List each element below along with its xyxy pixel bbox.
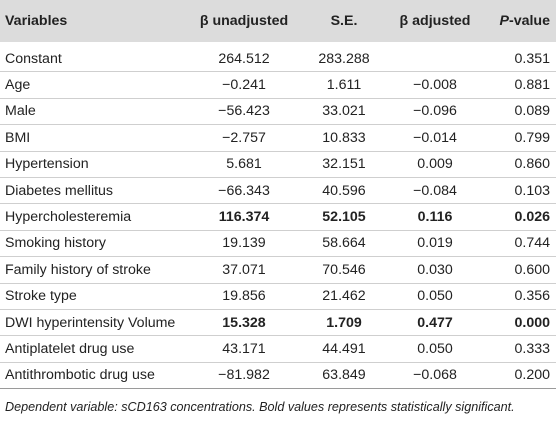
cell-beta-unadjusted: −56.423: [188, 98, 300, 126]
cell-p-value: 0.089: [482, 98, 556, 126]
header-se: S.E.: [300, 0, 388, 42]
cell-se: 44.491: [300, 335, 388, 363]
cell-p-value: 0.103: [482, 177, 556, 205]
cell-p-value: 0.356: [482, 283, 556, 310]
cell-se: 21.462: [300, 283, 388, 310]
cell-beta-unadjusted: 19.139: [188, 230, 300, 258]
table-row: Antithrombotic drug use −81.982 63.849 −0.0…: [0, 362, 556, 390]
cell-beta-adjusted: 0.050: [388, 283, 482, 310]
regression-table-figure: Variables β unadjusted S.E. β adjusted P…: [0, 0, 556, 415]
cell-p-value: 0.000: [482, 309, 556, 337]
header-beta-unadjusted: β unadjusted: [188, 0, 300, 42]
table-row: Smoking history 19.139 58.664 0.019 0.744: [0, 230, 556, 258]
header-p-suffix: -value: [508, 13, 550, 29]
cell-se: 32.151: [300, 151, 388, 178]
cell-se: 63.849: [300, 362, 388, 390]
cell-se: 10.833: [300, 124, 388, 152]
cell-p-value: 0.200: [482, 362, 556, 390]
cell-variable: Smoking history: [0, 230, 188, 258]
cell-beta-unadjusted: 43.171: [188, 335, 300, 363]
table-row: Constant 264.512 283.288 0.351: [0, 42, 556, 73]
cell-se: 1.709: [300, 309, 388, 337]
table-row: Diabetes mellitus −66.343 40.596 −0.084 0.10…: [0, 177, 556, 205]
cell-beta-adjusted: 0.009: [388, 151, 482, 178]
cell-beta-unadjusted: 15.328: [188, 309, 300, 337]
regression-table: Variables β unadjusted S.E. β adjusted P…: [0, 0, 556, 390]
cell-beta-adjusted: 0.116: [388, 203, 482, 231]
cell-p-value: 0.881: [482, 71, 556, 99]
cell-se: 52.105: [300, 203, 388, 231]
cell-variable: Age: [0, 71, 188, 99]
table-row: Family history of stroke 37.071 70.546 0.03…: [0, 256, 556, 284]
cell-beta-adjusted: 0.477: [388, 309, 482, 337]
header-beta-adjusted: β adjusted: [388, 0, 482, 42]
cell-beta-unadjusted: −66.343: [188, 177, 300, 205]
table-row: Stroke type 19.856 21.462 0.050 0.356: [0, 283, 556, 310]
cell-se: 40.596: [300, 177, 388, 205]
cell-variable: Hypercholesteremia: [0, 203, 188, 231]
cell-se: 58.664: [300, 230, 388, 258]
table-footnote: Dependent variable: sCD163 concentration…: [5, 400, 515, 415]
cell-variable: Antiplatelet drug use: [0, 335, 188, 363]
cell-variable: Family history of stroke: [0, 256, 188, 284]
cell-variable: Constant: [0, 42, 188, 73]
cell-beta-unadjusted: −0.241: [188, 71, 300, 99]
header-row: Variables β unadjusted S.E. β adjusted P…: [0, 0, 556, 42]
cell-beta-adjusted: 0.019: [388, 230, 482, 258]
table-row: Age −0.241 1.611 −0.008 0.881: [0, 71, 556, 99]
cell-p-value: 0.744: [482, 230, 556, 258]
cell-se: 33.021: [300, 98, 388, 126]
cell-beta-adjusted: −0.096: [388, 98, 482, 126]
cell-beta-adjusted: −0.084: [388, 177, 482, 205]
table-body: Constant 264.512 283.288 0.351 Age −0.241 1.61…: [0, 42, 556, 390]
cell-p-value: 0.351: [482, 42, 556, 73]
cell-beta-unadjusted: 37.071: [188, 256, 300, 284]
cell-variable: Hypertension: [0, 151, 188, 178]
cell-p-value: 0.860: [482, 151, 556, 178]
cell-p-value: 0.026: [482, 203, 556, 231]
cell-beta-adjusted: 0.030: [388, 256, 482, 284]
cell-beta-adjusted: −0.008: [388, 71, 482, 99]
cell-p-value: 0.600: [482, 256, 556, 284]
cell-variable: BMI: [0, 124, 188, 152]
cell-variable: Diabetes mellitus: [0, 177, 188, 205]
cell-beta-unadjusted: −2.757: [188, 124, 300, 152]
cell-variable: DWI hyperintensity Volume: [0, 309, 188, 337]
header-p-value: P-value: [482, 0, 556, 42]
cell-se: 70.546: [300, 256, 388, 284]
table-header: Variables β unadjusted S.E. β adjusted P…: [0, 0, 556, 42]
header-p-italic: P: [499, 13, 509, 29]
cell-beta-adjusted: −0.014: [388, 124, 482, 152]
table-row: DWI hyperintensity Volume 15.328 1.709 0.47…: [0, 309, 556, 337]
cell-beta-unadjusted: 19.856: [188, 283, 300, 310]
cell-beta-unadjusted: −81.982: [188, 362, 300, 390]
cell-beta-adjusted: 0.050: [388, 335, 482, 363]
cell-beta-unadjusted: 264.512: [188, 42, 300, 73]
cell-p-value: 0.333: [482, 335, 556, 363]
cell-beta-adjusted: [388, 42, 482, 73]
cell-variable: Antithrombotic drug use: [0, 362, 188, 390]
cell-beta-adjusted: −0.068: [388, 362, 482, 390]
cell-variable: Stroke type: [0, 283, 188, 310]
table-row: BMI −2.757 10.833 −0.014 0.799: [0, 124, 556, 152]
table-row: Hypertension 5.681 32.151 0.009 0.860: [0, 151, 556, 178]
cell-beta-unadjusted: 5.681: [188, 151, 300, 178]
cell-se: 1.611: [300, 71, 388, 99]
cell-p-value: 0.799: [482, 124, 556, 152]
cell-variable: Male: [0, 98, 188, 126]
table-row: Antiplatelet drug use 43.171 44.491 0.050 0.…: [0, 335, 556, 363]
cell-se: 283.288: [300, 42, 388, 73]
cell-beta-unadjusted: 116.374: [188, 203, 300, 231]
header-variables: Variables: [0, 0, 188, 42]
table-row: Hypercholesteremia 116.374 52.105 0.116 0.02…: [0, 203, 556, 231]
table-row: Male −56.423 33.021 −0.096 0.089: [0, 98, 556, 126]
